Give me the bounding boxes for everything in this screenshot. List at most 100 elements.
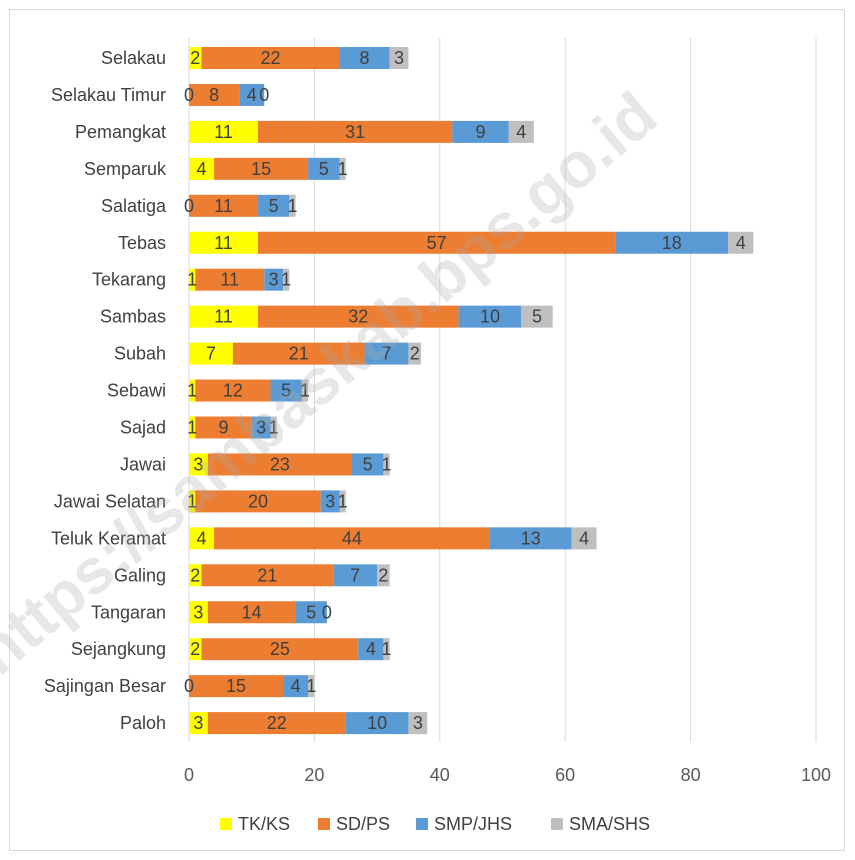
category-label: Salatiga — [101, 196, 167, 216]
data-label: 11 — [214, 196, 233, 216]
bar-segment — [189, 564, 202, 587]
data-label: 32 — [348, 307, 368, 327]
data-label: 8 — [209, 85, 219, 105]
bar-segment — [339, 157, 346, 180]
data-label: 5 — [532, 307, 542, 327]
data-label: 2 — [378, 565, 388, 585]
data-label: 4 — [736, 233, 746, 253]
x-tick-label: 100 — [801, 765, 831, 785]
bar-segment — [257, 305, 459, 328]
data-label: 12 — [223, 381, 243, 401]
data-label: 0 — [184, 676, 194, 696]
bar-segment — [458, 305, 522, 328]
bar-segment — [189, 83, 240, 106]
bar-segment — [201, 638, 359, 661]
bar-segment — [251, 416, 271, 439]
bar-layer — [189, 47, 754, 735]
bar-segment — [489, 527, 572, 550]
category-label: Sajingan Besar — [44, 676, 166, 696]
bar-segment — [257, 120, 453, 143]
data-label: 11 — [214, 233, 233, 253]
bar-segment — [189, 453, 208, 476]
data-label: 5 — [269, 196, 279, 216]
data-label: 4 — [291, 676, 301, 696]
data-label: 14 — [242, 602, 262, 622]
legend: TK/KS SD/PS SMP/JHS SMA/SHS — [220, 814, 650, 834]
bar-segment — [377, 564, 390, 587]
data-label: 3 — [413, 713, 423, 733]
bar-segment — [189, 231, 258, 254]
bar-segment — [408, 342, 421, 365]
bar-segment — [201, 47, 340, 69]
category-label: Selakau Timur — [51, 85, 166, 105]
bar-segment — [207, 712, 346, 735]
bar-segment — [308, 675, 315, 698]
data-label: 0 — [259, 85, 269, 105]
x-tick-label: 20 — [304, 765, 324, 785]
bar-segment — [283, 675, 309, 698]
bar-segment — [195, 379, 271, 402]
data-label: 5 — [319, 159, 329, 179]
bar-segment — [189, 120, 258, 143]
data-label: 21 — [257, 565, 277, 585]
data-label: 1 — [287, 196, 297, 216]
data-label: 1 — [187, 491, 197, 511]
data-label: 5 — [306, 602, 316, 622]
x-tick-label: 60 — [555, 765, 575, 785]
data-label: 8 — [360, 48, 370, 68]
data-label: 2 — [190, 48, 200, 68]
category-label: Pemangkat — [75, 122, 166, 142]
data-label: 7 — [381, 344, 391, 364]
x-tick-label: 0 — [184, 765, 194, 785]
data-label: 1 — [269, 418, 279, 438]
bar-segment — [189, 47, 202, 69]
bar-segment — [189, 268, 196, 291]
legend-swatch — [220, 818, 232, 830]
data-label: 3 — [269, 270, 279, 290]
data-label: 2 — [190, 565, 200, 585]
category-label: Teluk Keramat — [51, 528, 166, 548]
bar-segment — [257, 231, 616, 254]
data-label: 3 — [193, 713, 203, 733]
bar-segment — [207, 453, 353, 476]
data-label: 2 — [190, 639, 200, 659]
bar-segment — [195, 416, 252, 439]
data-label: 9 — [476, 122, 486, 142]
bar-segment — [201, 564, 334, 587]
data-label: 4 — [247, 85, 257, 105]
bar-segment — [189, 157, 215, 180]
data-label: 1 — [187, 270, 197, 290]
category-label: Jawai Selatan — [54, 491, 166, 511]
category-label: Semparuk — [84, 159, 167, 179]
data-label: 3 — [193, 454, 203, 474]
bar-segment — [308, 157, 340, 180]
bar-segment — [270, 379, 302, 402]
bar-segment — [189, 305, 258, 328]
category-label: Sebawi — [107, 381, 166, 401]
bar-segment — [214, 157, 309, 180]
data-label: 11 — [220, 270, 239, 290]
bar-segment — [383, 453, 390, 476]
data-label: 7 — [206, 344, 216, 364]
chart-frame — [9, 9, 845, 851]
data-label: 10 — [480, 307, 500, 327]
bar-segment — [571, 527, 597, 550]
bar-segment — [339, 47, 390, 69]
data-label: 0 — [184, 196, 194, 216]
bar-segment — [189, 194, 258, 217]
bar-segment — [383, 638, 390, 661]
bar-segment — [289, 194, 296, 217]
legend-label: SD/PS — [336, 814, 390, 834]
label-layer: 2 22 8 30 8 4 011 31 9 44 15 5 10 11 5 111 57 18 41 11 3 111 3… — [184, 48, 746, 733]
bar-segment — [264, 268, 284, 291]
data-label: 1 — [300, 381, 310, 401]
category-label: Sambas — [100, 307, 166, 327]
data-label: 23 — [270, 454, 290, 474]
bar-segment — [189, 712, 208, 735]
data-label: 57 — [427, 233, 447, 253]
data-label: 3 — [193, 602, 203, 622]
data-label: 4 — [197, 159, 207, 179]
data-label: 21 — [289, 344, 309, 364]
bar-segment — [508, 120, 534, 143]
